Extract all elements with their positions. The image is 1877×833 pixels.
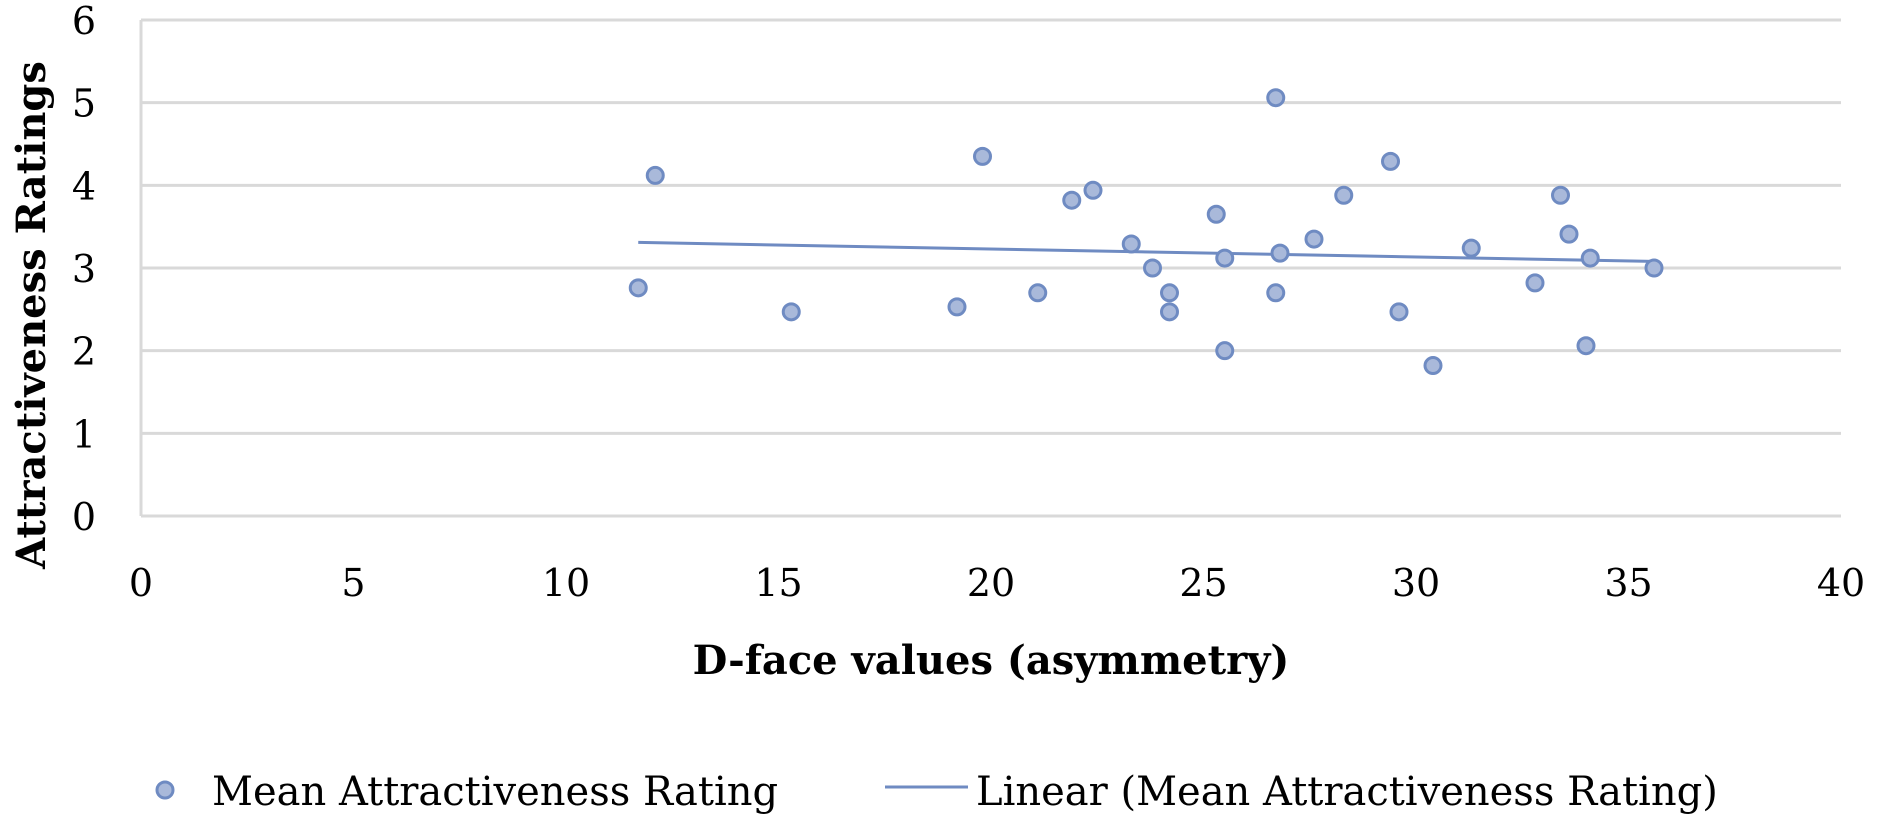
x-axis-title: D-face values (asymmetry) [693, 637, 1290, 684]
legend-marker-scatter [155, 780, 175, 800]
data-point [1304, 229, 1324, 249]
data-point [1266, 283, 1286, 303]
axes [139, 20, 1841, 518]
data-point [1334, 185, 1354, 205]
data-point [645, 165, 665, 185]
x-tick-label: 20 [967, 561, 1015, 605]
tick-labels: 0 1 2 3 4 5 6 0 5 10 15 20 25 30 35 40 [72, 0, 1865, 605]
data-point [1644, 258, 1664, 278]
data-point [1215, 341, 1235, 361]
y-tick-label: 5 [72, 82, 96, 126]
data-point [1559, 224, 1579, 244]
data-point [628, 278, 648, 298]
x-tick-label: 15 [754, 561, 802, 605]
y-tick-label: 4 [72, 164, 96, 208]
x-tick-label: 10 [542, 561, 590, 605]
legend-label-scatter: Mean Attractiveness Rating [212, 769, 778, 815]
gridlines [141, 18, 1841, 435]
trendline-layer [638, 240, 1655, 263]
data-point [1160, 283, 1179, 303]
data-point [1576, 336, 1596, 356]
data-point [1215, 248, 1235, 268]
y-tick-label: 3 [72, 247, 96, 291]
data-point [1160, 302, 1179, 322]
data-point [973, 146, 992, 166]
data-point [1083, 180, 1103, 200]
data-point [1206, 204, 1226, 224]
data-point [1381, 151, 1400, 171]
x-tick-label: 40 [1817, 561, 1865, 605]
data-point [1389, 302, 1409, 322]
y-tick-label: 1 [72, 412, 96, 456]
y-tick-label: 2 [72, 330, 96, 374]
trendline [638, 240, 1655, 263]
data-point [1525, 273, 1545, 293]
data-point [947, 297, 967, 317]
data-point [781, 302, 801, 322]
data-point [1266, 88, 1286, 108]
data-point [1028, 283, 1048, 303]
legend-label-trendline: Linear (Mean Attractiveness Rating) [976, 769, 1718, 815]
data-point [1580, 248, 1600, 268]
data-point [1551, 185, 1570, 205]
data-points [628, 88, 1664, 376]
x-tick-label: 30 [1392, 561, 1440, 605]
x-tick-label: 0 [129, 561, 153, 605]
x-tick-label: 5 [341, 561, 365, 605]
data-point [1423, 356, 1443, 376]
data-point [1062, 190, 1082, 210]
y-tick-label: 6 [72, 0, 96, 43]
x-tick-label: 35 [1604, 561, 1652, 605]
x-tick-label: 25 [1179, 561, 1227, 605]
data-point [1461, 238, 1481, 258]
legend: Mean Attractiveness Rating Linear (Mean … [155, 769, 1718, 815]
data-point [1143, 258, 1162, 278]
data-point [1270, 243, 1290, 263]
data-point [1121, 234, 1141, 254]
y-tick-label: 0 [72, 495, 96, 539]
y-axis-title: Attractiveness Ratings [8, 61, 55, 570]
